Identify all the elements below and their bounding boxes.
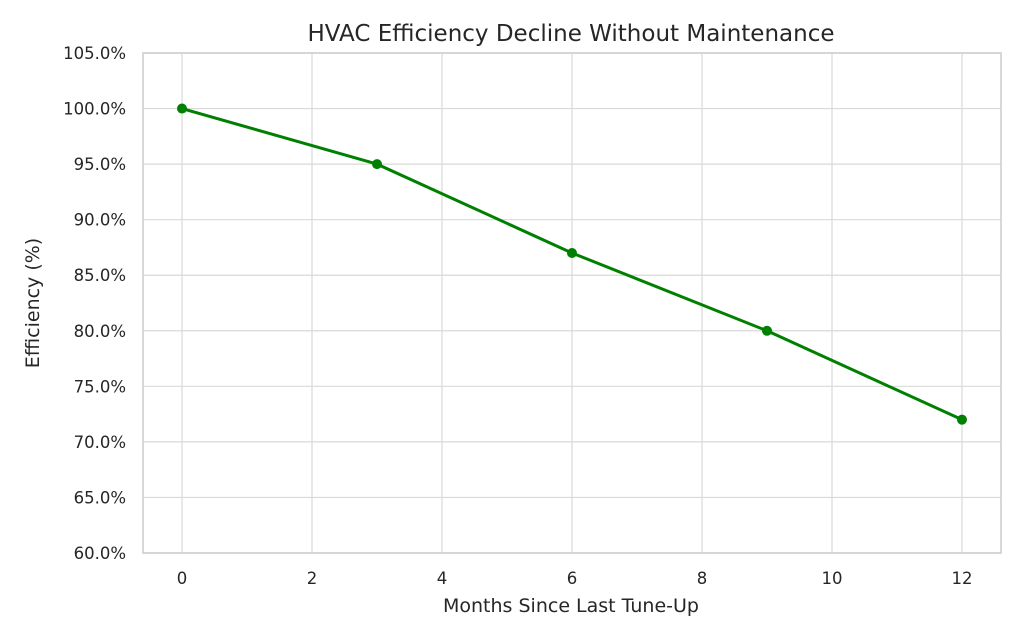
x-tick-label: 10 [822, 569, 843, 588]
x-axis-label: Months Since Last Tune-Up [443, 595, 699, 617]
grid [143, 52, 1001, 554]
data-point [567, 248, 577, 258]
x-tick-label: 6 [567, 569, 578, 588]
y-axis-label: Efficiency (%) [22, 238, 44, 368]
data-point [372, 159, 382, 170]
x-tick-label: 8 [697, 569, 708, 588]
data-point [957, 414, 967, 425]
y-tick-label: 65.0% [74, 488, 126, 507]
x-tick-label: 2 [307, 569, 318, 588]
y-tick-label: 60.0% [74, 544, 126, 563]
series-layer [177, 103, 967, 425]
y-tick-label: 70.0% [74, 433, 126, 452]
y-tick-label: 85.0% [74, 266, 126, 285]
y-axis-ticks: 60.0% 65.0% 70.0% 75.0% 80.0% 85.0% 90.0% 95.0%… [63, 44, 126, 563]
x-axis-ticks: 0 2 4 6 8 10 12 [177, 569, 973, 588]
x-tick-label: 0 [177, 569, 188, 588]
x-tick-label: 12 [952, 569, 973, 588]
chart-title: HVAC Efficiency Decline Without Maintena… [307, 21, 834, 47]
y-tick-label: 80.0% [74, 322, 126, 341]
data-point [762, 325, 772, 336]
data-point [177, 103, 187, 114]
y-tick-label: 75.0% [74, 377, 126, 396]
x-tick-label: 4 [437, 569, 448, 588]
plot-area-frame [142, 52, 1002, 554]
y-tick-label: 100.0% [63, 100, 126, 119]
y-tick-label: 90.0% [74, 211, 126, 230]
y-tick-label: 95.0% [74, 155, 126, 174]
y-tick-label: 105.0% [63, 44, 126, 63]
